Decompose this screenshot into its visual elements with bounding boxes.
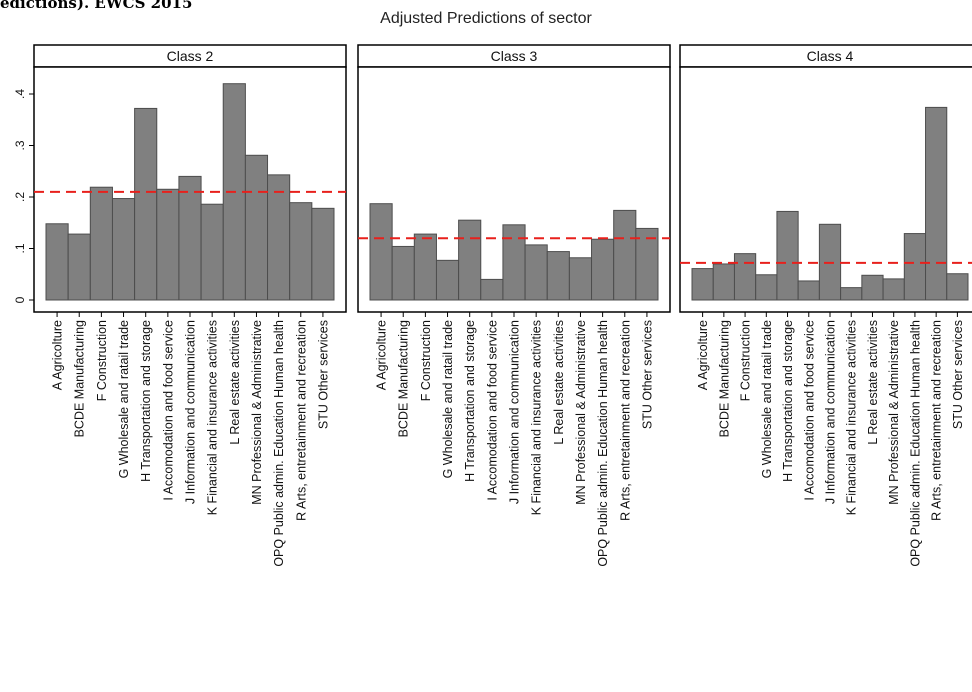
x-tick-label: I Accomodation and food service: [802, 320, 816, 501]
chart-panels: Class 2 A Agricolture BCDE Manufacturing F …: [33, 44, 972, 567]
bar: [134, 107, 158, 301]
x-tick-label: J Information and communication: [508, 320, 522, 504]
x-tick-label: OPQ Public admin. Education Human health: [596, 320, 610, 567]
bar: [391, 245, 415, 301]
x-tick-label: F Construction: [95, 320, 109, 401]
bar: [267, 174, 291, 301]
bars: [369, 203, 659, 301]
panel-class-3: Class 3 A Agricolture BCDE Manufacturing F …: [357, 44, 671, 567]
x-tick-label: MN Professional & Administrative: [887, 320, 901, 505]
bar: [67, 233, 91, 301]
x-tick-label: H Transportation and storage: [781, 320, 795, 482]
x-tick-label: BCDE Manufacturing: [397, 320, 411, 437]
bar: [45, 223, 69, 301]
bar: [882, 278, 905, 301]
bar: [925, 106, 948, 301]
x-tick-label: J Information and communication: [184, 320, 198, 504]
bar: [755, 274, 778, 301]
x-tick-label: F Construction: [419, 320, 433, 401]
x-tick-label: G Wholesale and ratail trade: [441, 320, 455, 478]
bar: [546, 251, 570, 301]
x-tick-label: K Financial and insurance activities: [206, 320, 220, 515]
y-tick-label: .1: [13, 243, 27, 253]
panel-label: Class 3: [491, 48, 538, 64]
document-heading-fragment: edictions). EWCS 2015: [0, 0, 193, 12]
bar: [797, 280, 820, 301]
x-tick-label: K Financial and insurance activities: [530, 320, 544, 515]
bar: [244, 154, 269, 301]
bars: [45, 83, 335, 301]
x-tick-label: J Information and communication: [824, 320, 838, 504]
x-tick-label: STU Other services: [316, 320, 330, 429]
bar: [712, 263, 735, 301]
bar: [413, 233, 437, 301]
chart-title: Adjusted Predictions of sector: [380, 10, 592, 27]
x-tick-label: L Real estate activities: [552, 320, 566, 445]
bar: [480, 278, 504, 301]
x-tick-label: OPQ Public admin. Education Human health: [272, 320, 286, 567]
x-tick-label: A Agricolture: [696, 320, 710, 390]
y-axis: 0 .1 .2 .3 .4: [13, 89, 34, 303]
x-axis: A Agricolture BCDE Manufacturing F Constru…: [51, 312, 330, 567]
y-tick-label: .4: [13, 89, 27, 99]
y-tick-label: .3: [13, 140, 27, 150]
bar: [178, 175, 202, 301]
bar: [946, 273, 969, 301]
x-tick-label: R Arts, entretainment and recreation: [294, 320, 308, 521]
bar: [435, 259, 460, 301]
bar: [568, 257, 593, 301]
x-tick-label: F Construction: [739, 320, 753, 401]
bar: [861, 274, 884, 301]
x-tick-label: MN Professional & Administrative: [574, 320, 588, 505]
panel-label: Class 4: [807, 48, 854, 64]
bar: [776, 210, 799, 301]
panel-class-4: Class 4 A Agricolture BCDE Manufacturing F …: [679, 44, 972, 567]
x-axis: A Agricolture BCDE Manufacturing F Constru…: [375, 312, 654, 567]
y-tick-label: 0: [13, 296, 27, 303]
bar: [591, 238, 615, 301]
x-tick-label: A Agricolture: [375, 320, 389, 390]
x-tick-label: G Wholesale and ratail trade: [760, 320, 774, 478]
bar: [458, 219, 482, 301]
bar: [89, 186, 113, 301]
panel-label: Class 2: [167, 48, 214, 64]
x-tick-label: BCDE Manufacturing: [73, 320, 87, 437]
bar: [156, 188, 180, 301]
bar: [200, 203, 224, 301]
panel-class-2: Class 2 A Agricolture BCDE Manufacturing F …: [33, 44, 347, 567]
x-tick-label: H Transportation and storage: [463, 320, 477, 482]
x-tick-label: K Financial and insurance activities: [845, 320, 859, 515]
x-tick-label: G Wholesale and ratail trade: [117, 320, 131, 478]
x-tick-label: L Real estate activities: [866, 320, 880, 445]
x-tick-label: OPQ Public admin. Education Human health: [908, 320, 922, 567]
bar: [289, 202, 313, 301]
x-tick-label: L Real estate activities: [228, 320, 242, 445]
x-axis: A Agricolture BCDE Manufacturing F Constru…: [696, 312, 965, 567]
bar: [903, 233, 927, 301]
x-tick-label: BCDE Manufacturing: [717, 320, 731, 437]
x-tick-label: MN Professional & Administrative: [250, 320, 264, 505]
x-tick-label: A Agricolture: [51, 320, 65, 390]
x-tick-label: R Arts, entretainment and recreation: [930, 320, 944, 521]
x-tick-label: STU Other services: [640, 320, 654, 429]
x-tick-label: H Transportation and storage: [139, 320, 153, 482]
x-tick-label: I Accomodation and food service: [485, 320, 499, 501]
bar: [635, 227, 659, 301]
y-tick-label: .2: [13, 192, 27, 202]
bar: [613, 209, 637, 301]
x-tick-label: STU Other services: [951, 320, 965, 429]
bar: [111, 198, 136, 301]
bar: [691, 268, 714, 301]
bar: [502, 224, 526, 301]
bar: [524, 244, 548, 301]
bar: [311, 207, 335, 301]
x-tick-label: R Arts, entretainment and recreation: [618, 320, 632, 521]
x-tick-label: I Accomodation and food service: [161, 320, 175, 501]
bar: [840, 287, 863, 301]
bar: [733, 253, 757, 301]
bar: [369, 203, 393, 301]
